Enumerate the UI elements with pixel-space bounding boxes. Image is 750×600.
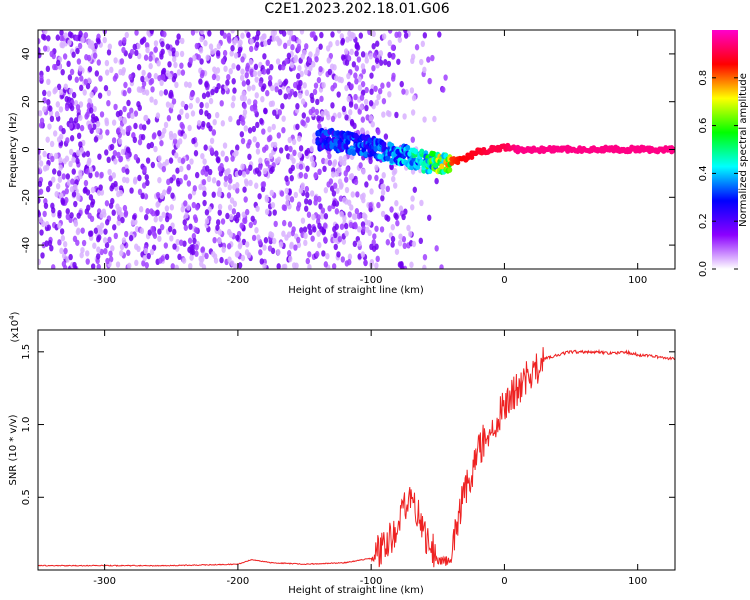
snr-x-tick-label: -200 bbox=[227, 576, 250, 587]
snr-y-tick-label: 1.5 bbox=[21, 344, 32, 360]
colorbar-tick-label: 0.6 bbox=[698, 118, 709, 134]
spectrogram-heatmap bbox=[38, 30, 675, 269]
colorbar-tick-label: 0.8 bbox=[698, 70, 709, 86]
snr-panel: -300 -200 -100 0 100 0.5 1.0 1.5 Height of stra… bbox=[8, 311, 676, 596]
spectrogram-y-tick-label: -40 bbox=[21, 237, 32, 253]
snr-x-tick-label: 0 bbox=[501, 576, 507, 587]
spectrogram-y-axis-label: Frequency (Hz) bbox=[8, 112, 19, 188]
snr-axes: -300 -200 -100 0 100 0.5 1.0 1.5 bbox=[21, 330, 675, 587]
colorbar-tick-label: 0.2 bbox=[698, 213, 709, 229]
snr-y-axis-label: SNR (10 * v/v) bbox=[8, 414, 19, 485]
colorbar-label: Normalized spectral amplitude bbox=[738, 73, 749, 227]
spectrogram-x-tick-label: -300 bbox=[93, 275, 116, 286]
colorbar-tick-label: 0.4 bbox=[698, 165, 709, 181]
colorbar-gradient bbox=[712, 30, 738, 269]
snr-frame bbox=[37, 329, 676, 571]
snr-y-tick-label: 1.0 bbox=[21, 417, 32, 433]
spectrogram-y-tick-label: 0 bbox=[21, 146, 32, 152]
colorbar: 0.0 0.2 0.4 0.6 0.8 Normalized spectral ampl… bbox=[698, 30, 749, 277]
colorbar-tick-label: 0.0 bbox=[698, 261, 709, 277]
snr-series-line bbox=[38, 347, 675, 568]
spectrogram-y-tick-label: 40 bbox=[21, 48, 32, 61]
spectrogram-x-tick-label: -200 bbox=[227, 275, 250, 286]
spectrogram-y-tick-label: 20 bbox=[21, 95, 32, 108]
snr-y-multiplier: (x104) bbox=[8, 311, 21, 342]
spectrogram-x-tick-label: 0 bbox=[501, 275, 507, 286]
snr-x-tick-label: -300 bbox=[93, 576, 116, 587]
spectrogram-y-tick-label: -20 bbox=[21, 189, 32, 205]
spectrogram-x-tick-label: -100 bbox=[360, 275, 383, 286]
snr-x-axis-label: Height of straight line (km) bbox=[288, 585, 424, 596]
snr-x-tick-label: 100 bbox=[628, 576, 647, 587]
spectrogram-x-tick-label: 100 bbox=[628, 275, 647, 286]
snr-x-tick-label: -100 bbox=[360, 576, 383, 587]
chart-title: C2E1.2023.202.18.01.G06 bbox=[264, 1, 450, 17]
spectrogram-x-axis-label: Height of straight line (km) bbox=[288, 285, 424, 296]
snr-y-tick-label: 0.5 bbox=[21, 489, 32, 505]
colorbar-ticks: 0.0 0.2 0.4 0.6 0.8 bbox=[698, 70, 738, 277]
